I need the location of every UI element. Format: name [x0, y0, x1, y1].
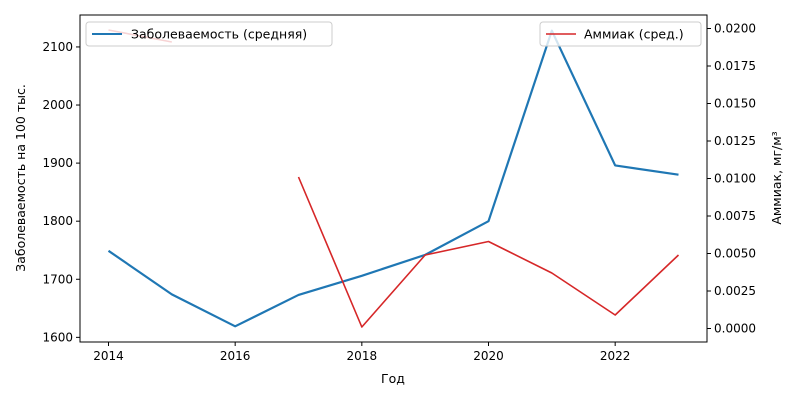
x-tick-label: 2020 [473, 349, 504, 363]
legend-left-label: Заболеваемость (средняя) [131, 27, 307, 42]
y-right-tick-label: 0.0000 [714, 322, 756, 336]
legend-left: Заболеваемость (средняя) [85, 21, 333, 47]
y-left-tick-label: 1700 [42, 272, 73, 286]
y-right-tick-label: 0.0175 [714, 59, 756, 73]
y-right-tick-label: 0.0200 [714, 22, 756, 36]
y-right-tick-label: 0.0125 [714, 134, 756, 148]
legend-right-label: Аммиак (сред.) [584, 27, 684, 42]
y-left-tick-label: 1600 [42, 330, 73, 344]
legend-left-box [85, 21, 333, 47]
y-left-tick-label: 2100 [42, 40, 73, 54]
legend-right-box [539, 21, 702, 47]
y-right-tick-label: 0.0100 [714, 172, 756, 186]
x-axis-label: Год [381, 371, 405, 386]
y-right-tick-label: 0.0150 [714, 97, 756, 111]
y-left-axis-label: Заболеваемость на 100 тыс. [13, 84, 28, 272]
y-right-tick-label: 0.0050 [714, 247, 756, 261]
x-axis: 2014 2016 2018 2020 2022 [93, 342, 630, 363]
y-right-tick-label: 0.0075 [714, 209, 756, 223]
y-left-tick-label: 1800 [42, 214, 73, 228]
y-left-tick-label: 1900 [42, 156, 73, 170]
x-tick-label: 2018 [347, 349, 378, 363]
series-line-incidence [107, 29, 679, 328]
x-tick-label: 2014 [93, 349, 124, 363]
y-right-axis-label: Аммиак, мг/м³ [769, 131, 784, 224]
plot-area [80, 15, 707, 342]
x-tick-label: 2022 [600, 349, 631, 363]
y-left-tick-label: 2000 [42, 98, 73, 112]
y-left-axis: 1600 1700 1800 1900 2000 2100 [42, 40, 80, 344]
series-line-ammonia [297, 176, 680, 328]
y-right-tick-label: 0.0025 [714, 284, 756, 298]
y-right-axis: 0.0000 0.0025 0.0050 0.0075 0.0100 0.0125 0.01… [707, 22, 756, 336]
x-tick-label: 2016 [220, 349, 251, 363]
legend-right: Аммиак (сред.) [539, 21, 702, 47]
